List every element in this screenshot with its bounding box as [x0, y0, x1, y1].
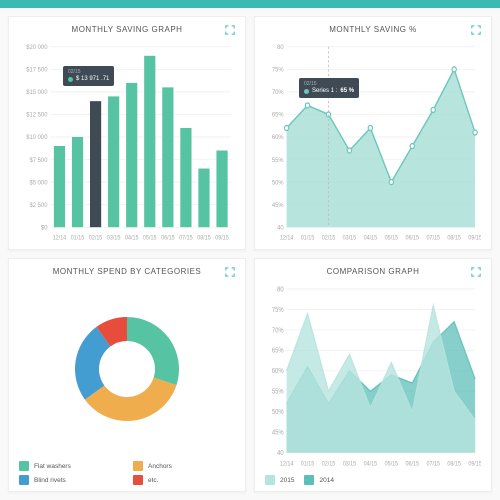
svg-text:08/15: 08/15 — [447, 235, 460, 241]
chart-tooltip: 02/15 Series 1 : 65 % — [299, 78, 359, 98]
svg-text:75%: 75% — [272, 306, 284, 314]
dashboard-grid: MONTHLY SAVING GRAPH $0 $2 500 $5 000 $7 50… — [0, 8, 500, 500]
svg-text:07/15: 07/15 — [179, 235, 192, 241]
area-chart: 40 45% 50% 55% 60% 65% 70% 75% 80 12/14 01/15 02/15… — [265, 40, 481, 243]
svg-text:45%: 45% — [272, 202, 284, 209]
legend-label: Anchors — [148, 463, 172, 470]
legend-label: 2015 — [280, 477, 294, 484]
svg-text:60%: 60% — [272, 368, 284, 376]
svg-text:02/15: 02/15 — [89, 235, 102, 241]
svg-text:07/15: 07/15 — [426, 235, 439, 241]
expand-icon[interactable] — [225, 267, 235, 277]
svg-text:04/15: 04/15 — [364, 461, 378, 467]
svg-text:08/15: 08/15 — [197, 235, 210, 241]
svg-text:40: 40 — [277, 224, 284, 231]
expand-icon[interactable] — [225, 25, 235, 35]
svg-text:06/15: 06/15 — [406, 235, 419, 241]
svg-text:80: 80 — [277, 286, 284, 294]
svg-text:09/15: 09/15 — [468, 461, 481, 467]
legend-swatch — [265, 475, 275, 485]
legend-label: Blind rivets — [34, 477, 66, 484]
comparison-legend: 2015 2014 — [265, 475, 481, 485]
svg-text:06/15: 06/15 — [161, 235, 174, 241]
svg-text:70%: 70% — [272, 89, 284, 96]
svg-text:$17 500: $17 500 — [26, 66, 48, 73]
svg-text:$0: $0 — [41, 224, 48, 231]
svg-text:$10 000: $10 000 — [26, 134, 48, 141]
legend-item: etc. — [133, 475, 235, 485]
svg-text:03/15: 03/15 — [343, 461, 357, 467]
bar-chart: $0 $2 500 $5 000 $7 500 $10 000 $12 500 $15 00… — [19, 40, 235, 243]
svg-text:06/15: 06/15 — [406, 461, 420, 467]
svg-text:12/14: 12/14 — [280, 235, 294, 241]
svg-text:03/15: 03/15 — [343, 235, 356, 241]
svg-text:$12 500: $12 500 — [26, 111, 48, 118]
svg-text:01/15: 01/15 — [301, 461, 315, 467]
svg-text:40: 40 — [277, 450, 284, 458]
svg-text:55%: 55% — [272, 388, 284, 396]
legend-item: Flat washers — [19, 461, 121, 471]
panel-monthly-saving: MONTHLY SAVING GRAPH $0 $2 500 $5 000 $7 50… — [8, 16, 246, 250]
svg-text:02/15: 02/15 — [322, 235, 335, 241]
svg-text:09/15: 09/15 — [468, 235, 481, 241]
legend-label: 2014 — [319, 477, 333, 484]
expand-icon[interactable] — [471, 267, 481, 277]
legend-swatch — [133, 475, 143, 485]
svg-text:$2 500: $2 500 — [29, 202, 47, 209]
comparison-chart: 40 45% 50% 55% 60% 65% 70% 75% 80 12/14 01/15 02/15… — [265, 282, 481, 469]
legend-swatch — [133, 461, 143, 471]
svg-text:02/15: 02/15 — [322, 461, 336, 467]
svg-text:04/15: 04/15 — [125, 235, 138, 241]
svg-text:50%: 50% — [272, 409, 284, 417]
legend-item: 2015 — [265, 475, 294, 485]
svg-text:07/15: 07/15 — [426, 461, 440, 467]
panel-spend-by-category: MONTHLY SPEND BY CATEGORIES Flat washers… — [8, 258, 246, 492]
expand-icon[interactable] — [471, 25, 481, 35]
svg-text:55%: 55% — [272, 156, 284, 163]
svg-text:01/15: 01/15 — [71, 235, 84, 241]
svg-text:$15 000: $15 000 — [26, 89, 48, 96]
legend-item: Anchors — [133, 461, 235, 471]
legend-swatch — [19, 475, 29, 485]
svg-text:50%: 50% — [272, 179, 284, 186]
svg-text:$7 500: $7 500 — [29, 156, 47, 163]
svg-text:09/15: 09/15 — [215, 235, 228, 241]
panel-comparison: COMPARISON GRAPH 40 45% 50% 55% 60% 65% 70% 75%… — [254, 258, 492, 492]
legend-label: Flat washers — [34, 463, 71, 470]
panel-title: COMPARISON GRAPH — [327, 267, 420, 276]
svg-text:$20 000: $20 000 — [26, 44, 48, 51]
svg-text:60%: 60% — [272, 134, 284, 141]
svg-text:03/15: 03/15 — [107, 235, 120, 241]
svg-text:80: 80 — [277, 44, 284, 51]
legend-item: 2014 — [304, 475, 333, 485]
panel-title: MONTHLY SAVING % — [329, 25, 417, 34]
svg-text:45%: 45% — [272, 429, 284, 437]
svg-text:05/15: 05/15 — [385, 235, 398, 241]
donut-chart — [19, 282, 235, 455]
legend-swatch — [304, 475, 314, 485]
panel-title: MONTHLY SPEND BY CATEGORIES — [53, 267, 202, 276]
svg-text:05/15: 05/15 — [385, 461, 399, 467]
legend-item: Blind rivets — [19, 475, 121, 485]
svg-text:$5 000: $5 000 — [29, 179, 47, 186]
svg-text:01/15: 01/15 — [301, 235, 314, 241]
svg-text:70%: 70% — [272, 327, 284, 335]
panel-monthly-saving-pct: MONTHLY SAVING % 40 45% 50% 55% 60% 65% 70% 75%… — [254, 16, 492, 250]
svg-text:65%: 65% — [272, 111, 284, 118]
top-accent-bar — [0, 0, 500, 8]
svg-text:04/15: 04/15 — [364, 235, 377, 241]
svg-text:12/14: 12/14 — [280, 461, 294, 467]
legend-swatch — [19, 461, 29, 471]
svg-text:12/14: 12/14 — [53, 235, 67, 241]
chart-tooltip: 02/15 $ 13 971 .71 — [63, 66, 114, 86]
svg-text:05/15: 05/15 — [143, 235, 156, 241]
panel-title: MONTHLY SAVING GRAPH — [72, 25, 183, 34]
legend-label: etc. — [148, 477, 158, 484]
donut-legend: Flat washers Anchors Blind rivets etc. — [19, 461, 235, 485]
svg-text:65%: 65% — [272, 347, 284, 355]
svg-text:08/15: 08/15 — [447, 461, 461, 467]
svg-text:75%: 75% — [272, 66, 284, 73]
